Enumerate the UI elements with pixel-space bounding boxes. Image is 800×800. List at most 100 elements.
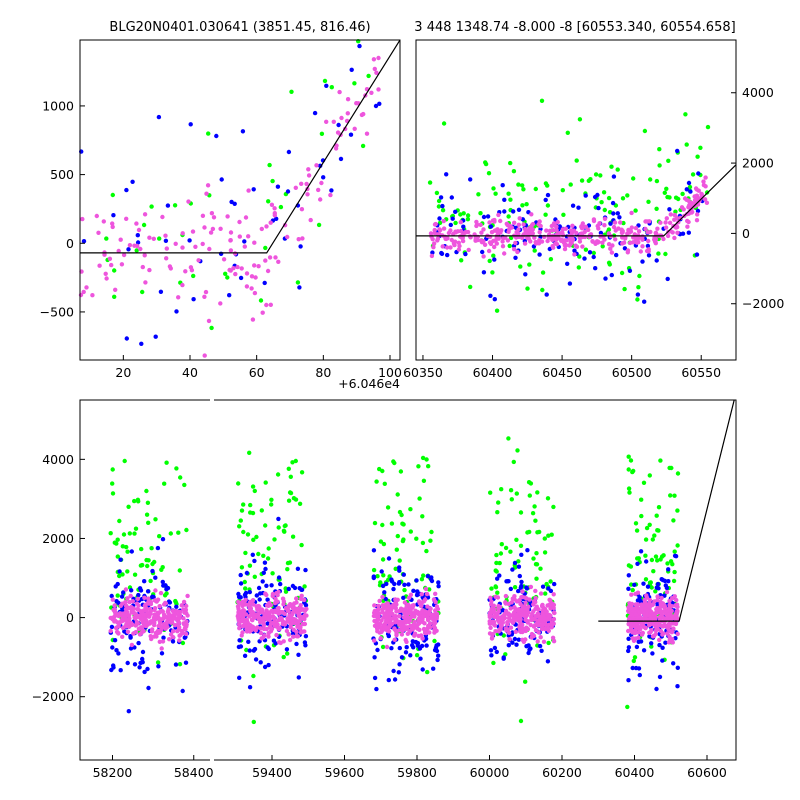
top-left-point-green (278, 204, 284, 210)
top-right-point-blue (593, 266, 598, 271)
bottom-seg2-c2-point-magenta (550, 635, 556, 640)
bottom-seg2-c0-point-blue (246, 639, 251, 644)
bottom-seg2-c3-point-magenta (647, 597, 653, 603)
top-right-point-magenta (638, 249, 643, 254)
top-right-point-green (478, 211, 483, 216)
top-left-point-blue (111, 213, 116, 218)
top-right-point-magenta (500, 244, 506, 249)
top-right-point-magenta (458, 220, 463, 225)
top-right-point-magenta (693, 186, 699, 191)
bottom-seg2-c0-point-magenta (281, 599, 287, 604)
top-right-point-magenta (703, 184, 708, 189)
top-left-point-blue (298, 244, 303, 249)
bottom-seg2-c0-point-magenta (290, 610, 295, 615)
top-left-point-blue (124, 187, 129, 193)
top-left-model-line (80, 40, 400, 254)
bottom-seg2-c3-point-magenta (637, 627, 643, 632)
bottom-seg2-c3-point-magenta (629, 612, 634, 617)
top-left-point-magenta (268, 220, 273, 225)
bottom-seg1-point-magenta (181, 599, 187, 605)
top-right-point-magenta (621, 240, 627, 245)
top-right-y-tick-label: 0 (742, 226, 750, 241)
top-right-point-magenta (430, 237, 435, 242)
bottom-seg2-c3-point-magenta (639, 632, 645, 637)
bottom-seg1-point-magenta (166, 607, 171, 612)
top-right-point-green (465, 213, 471, 218)
top-left-y-tick-label: 1000 (42, 98, 74, 113)
bottom-seg1-point-magenta (110, 615, 115, 621)
top-right-point-blue (617, 215, 622, 220)
bottom-seg1-point-magenta (145, 621, 150, 626)
bottom-seg2-c0-point-magenta (284, 628, 290, 634)
bottom-seg2-c2-point-magenta (492, 610, 497, 616)
bottom-seg2-c1-point-blue (396, 581, 402, 586)
bottom-seg2-c2-point-green (498, 551, 504, 556)
bottom-seg1-point-green (176, 530, 181, 535)
bottom-seg2-c2-point-magenta (512, 618, 518, 623)
bottom-seg2-c0-point-magenta (291, 620, 297, 626)
bottom-seg1-point-green (177, 568, 182, 573)
bottom-seg2-c1-point-blue (386, 677, 391, 683)
bottom-seg1-point-magenta (147, 606, 153, 612)
top-left-point-magenta (127, 243, 133, 248)
bottom-seg1-point-magenta (170, 608, 176, 614)
top-right-point-magenta (675, 230, 680, 235)
top-left-point-magenta (173, 241, 178, 246)
top-left-point-blue (214, 133, 219, 139)
bottom-seg2-c1-point-green (421, 478, 427, 483)
top-left-point-magenta (202, 225, 207, 230)
top-left-point-magenta (318, 197, 323, 202)
bottom-seg2-c0-point-magenta (262, 614, 267, 620)
top-right-point-green (518, 264, 523, 269)
bottom-seg1-point-magenta (120, 634, 125, 639)
bottom-seg2-c1-point-blue (431, 666, 436, 671)
bottom-seg2-c0-point-magenta (299, 614, 304, 620)
top-left-point-blue (286, 149, 292, 155)
bottom-seg2-c2-point-magenta (506, 601, 511, 607)
bottom-seg1-point-green (177, 662, 183, 667)
bottom-seg1-point-magenta (163, 626, 168, 631)
top-left-point-green (206, 131, 211, 136)
bottom-seg2-c0-point-green (270, 571, 275, 576)
bottom-seg1-point-magenta (123, 624, 129, 629)
top-right-point-magenta (513, 240, 518, 246)
bottom-seg2-c2-point-magenta (503, 593, 509, 599)
bottom-seg2-c0-point-magenta (267, 610, 272, 615)
bottom-seg1-point-blue (128, 646, 134, 651)
top-right-point-green (506, 191, 511, 196)
bottom-seg1-point-magenta (113, 625, 119, 631)
bottom-seg2-c2-point-green (499, 487, 504, 492)
bottom-seg2-c3-point-blue (662, 578, 668, 584)
top-left-point-blue (229, 199, 234, 205)
top-right-point-blue (615, 211, 620, 216)
bottom-seg2-c2-point-magenta (538, 635, 543, 640)
bottom-seg2-c3-point-magenta (674, 614, 679, 619)
bottom-seg2-c3-point-magenta (647, 622, 652, 627)
top-left-point-magenta (84, 285, 89, 290)
bottom-seg2-c2-point-blue (506, 579, 511, 584)
top-left-point-magenta (250, 317, 256, 322)
bottom-seg2-c1-point-magenta (372, 618, 377, 624)
bottom-seg2-c2-point-magenta (533, 595, 538, 601)
bottom-seg2-c1-point-green (420, 455, 426, 461)
top-left-point-magenta (142, 212, 148, 217)
bottom-seg1-point-magenta (152, 622, 157, 628)
bottom-seg1-point-blue (183, 660, 189, 665)
bottom-seg2-c3-point-magenta (658, 608, 663, 613)
bottom-seg2-x-tick-label: 60600 (687, 765, 727, 780)
top-left-point-green (263, 245, 268, 251)
bottom-seg2-c3-point-blue (656, 586, 661, 591)
bottom-seg2-c1-point-green (432, 638, 437, 644)
bottom-seg2-c0-point-magenta (266, 630, 271, 636)
bottom-seg2-c2-point-green (535, 490, 540, 495)
bottom-seg2-c3-point-green (672, 493, 677, 498)
bottom-seg2-c3-point-green (655, 528, 660, 533)
bottom-seg2-c2-point-blue (519, 552, 524, 557)
bottom-seg2-c1-point-blue (386, 556, 392, 561)
bottom-seg2-c2-point-magenta (550, 622, 555, 627)
bottom-seg2-c0-point-magenta (236, 622, 242, 627)
bottom-seg1-point-green (115, 593, 120, 598)
bottom-seg2-c2-point-blue (508, 586, 513, 592)
bottom-seg2-c1-point-green (420, 514, 425, 519)
top-right-point-magenta (528, 239, 533, 244)
